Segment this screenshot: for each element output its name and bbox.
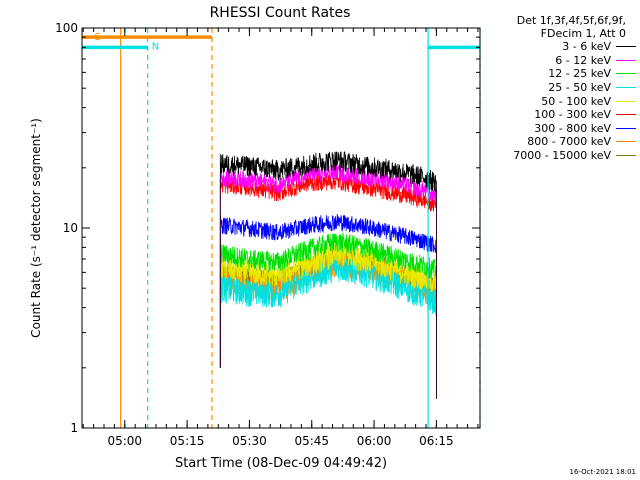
state-bar-label: S bbox=[95, 32, 101, 43]
legend-entry: 100 - 300 keV bbox=[478, 108, 636, 122]
legend-swatch bbox=[616, 100, 636, 102]
legend-label: 3 - 6 keV bbox=[562, 40, 611, 54]
legend-label: 25 - 50 keV bbox=[548, 81, 611, 95]
legend-swatch bbox=[616, 141, 636, 143]
legend-entry: 6 - 12 keV bbox=[478, 54, 636, 68]
legend-header-line-2: FDecim 1, Att 0 bbox=[540, 27, 626, 40]
y-tick-label: 1 bbox=[70, 421, 78, 435]
legend-swatch bbox=[616, 155, 636, 157]
legend-label: 100 - 300 keV bbox=[534, 108, 611, 122]
legend-label: 50 - 100 keV bbox=[541, 94, 611, 108]
axes: 1 10 100 05:00 05:15 05:30 05:45 06:00 06:15 bbox=[55, 21, 480, 448]
legend-swatch bbox=[616, 46, 636, 48]
legend-entry: 50 - 100 keV bbox=[478, 94, 636, 108]
y-axis-label: Count Rate (s⁻¹ detector segment⁻¹) bbox=[29, 118, 43, 338]
instrument-marks: SN bbox=[82, 28, 481, 428]
legend-header-line-1: Det 1f,3f,4f,5f,6f,9f, bbox=[516, 14, 626, 27]
legend-entry: 7000 - 15000 keV bbox=[478, 149, 636, 163]
x-axis-label: Start Time (08-Dec-09 04:49:42) bbox=[175, 456, 387, 471]
y-tick-label: 10 bbox=[63, 221, 78, 235]
state-bar-label: N bbox=[152, 41, 159, 52]
legend-entry: 800 - 7000 keV bbox=[478, 135, 636, 149]
series-layer bbox=[219, 151, 437, 399]
legend-swatch bbox=[616, 87, 636, 89]
legend-label: 6 - 12 keV bbox=[555, 53, 611, 67]
series-line bbox=[219, 243, 437, 399]
x-tick-label: 06:15 bbox=[419, 434, 454, 448]
legend-entry: 25 - 50 keV bbox=[478, 81, 636, 95]
legend-label: 12 - 25 keV bbox=[548, 67, 611, 81]
legend-swatch bbox=[616, 73, 636, 75]
legend-entry: 12 - 25 keV bbox=[478, 67, 636, 81]
legend: Det 1f,3f,4f,5f,6f,9f, FDecim 1, Att 0 3… bbox=[478, 14, 636, 162]
x-tick-label: 05:30 bbox=[232, 434, 267, 448]
legend-entry: 300 - 800 keV bbox=[478, 122, 636, 136]
series-line bbox=[219, 172, 437, 399]
x-tick-label: 06:00 bbox=[357, 434, 392, 448]
legend-label: 800 - 7000 keV bbox=[527, 135, 611, 149]
legend-swatch bbox=[616, 59, 636, 61]
legend-entry: 3 - 6 keV bbox=[478, 40, 636, 54]
x-tick-label: 05:15 bbox=[170, 434, 205, 448]
legend-swatch bbox=[616, 114, 636, 116]
legend-entries: 3 - 6 keV 6 - 12 keV 12 - 25 keV 25 - 50 ke… bbox=[478, 40, 636, 162]
series-line bbox=[219, 151, 437, 399]
series-line bbox=[219, 232, 437, 399]
series-line bbox=[219, 213, 437, 399]
footer-timestamp: 16-Oct-2021 18:01 bbox=[569, 468, 636, 476]
legend-label: 300 - 800 keV bbox=[534, 121, 611, 135]
y-tick-label: 100 bbox=[55, 21, 78, 35]
x-tick-label: 05:45 bbox=[294, 434, 329, 448]
chart-title: RHESSI Count Rates bbox=[210, 5, 351, 21]
legend-swatch bbox=[616, 127, 636, 129]
x-tick-label: 05:00 bbox=[107, 434, 142, 448]
legend-label: 7000 - 15000 keV bbox=[513, 149, 611, 163]
